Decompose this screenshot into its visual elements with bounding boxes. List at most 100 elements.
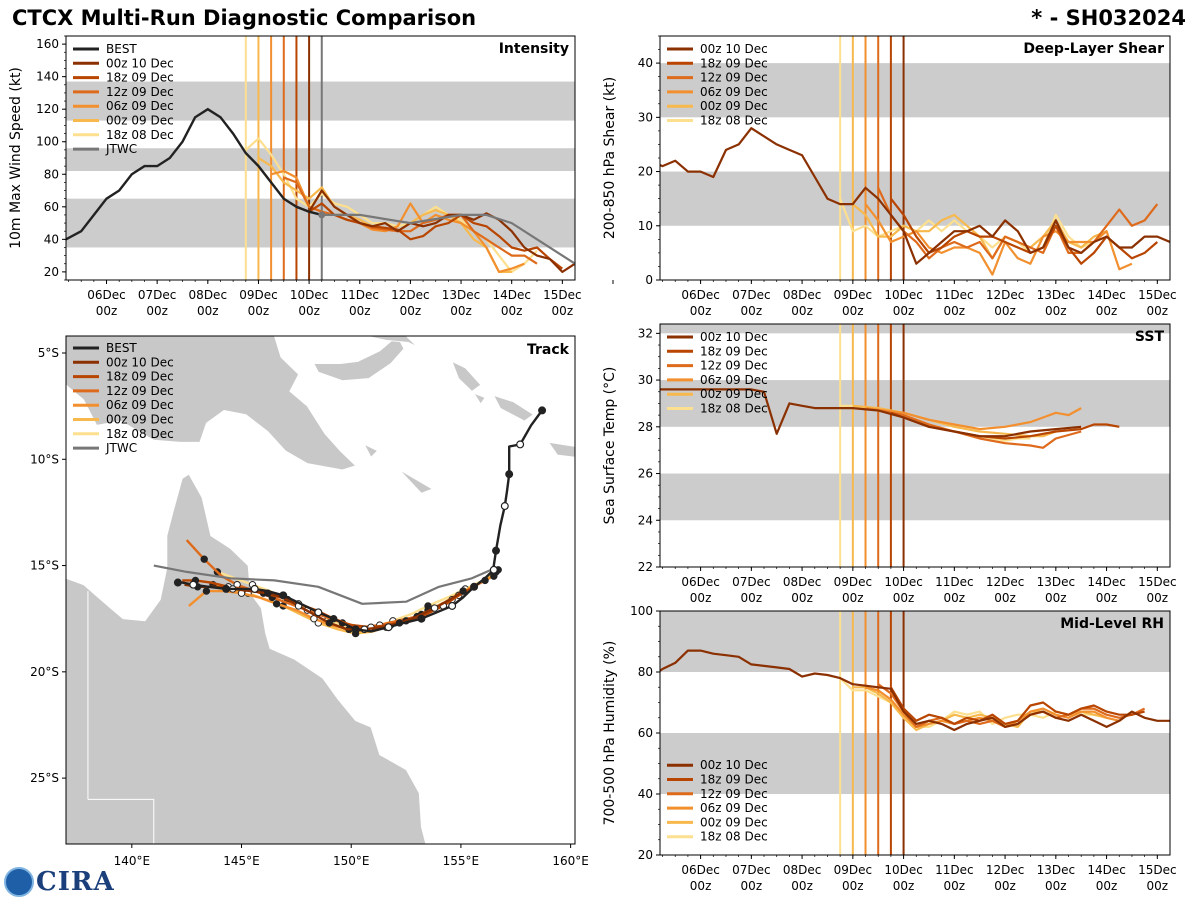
rh-legend-label: 12z 09 Dec <box>700 787 768 801</box>
intensity-legend-label: 00z 10 Dec <box>106 56 174 70</box>
track-best-point <box>314 608 323 617</box>
intensity-series-line <box>296 202 563 270</box>
track-best-point <box>470 582 479 591</box>
sst-legend-label: 12z 09 Dec <box>700 359 768 373</box>
storm-id: * - SH032024 <box>1031 6 1186 30</box>
shear-ytick-label: 20 <box>638 165 653 179</box>
shear-xtick-label: 14Dec <box>1087 288 1126 302</box>
shear-ytick-label: 10 <box>638 219 653 233</box>
rh-legend-label: 06z 09 Dec <box>700 801 768 815</box>
sst-series-line <box>878 409 1082 449</box>
intensity-ytick-label: 160 <box>36 37 59 51</box>
intensity-ylabel: 10m Max Wind Speed (kt) <box>8 67 24 249</box>
track-ytick-label: 20°S <box>30 665 59 679</box>
track-run-point <box>325 619 333 627</box>
intensity-xtick-label: 07Dec <box>138 288 177 302</box>
track-best-point <box>538 406 547 415</box>
sst-legend-label: 06z 09 Dec <box>700 373 768 387</box>
rh-legend-label: 18z 09 Dec <box>700 773 768 787</box>
intensity-ytick-label: 120 <box>36 102 59 116</box>
shear-series-line <box>660 127 1170 265</box>
track-ytick-label: 10°S <box>30 452 59 466</box>
sst-legend-label: 18z 08 Dec <box>700 402 768 416</box>
intensity-xtick-label: 14Dec <box>492 288 531 302</box>
rh-xtick-sublabel: 00z <box>944 879 966 893</box>
sst-xtick-sublabel: 00z <box>791 591 813 605</box>
shear-ytick-label: 30 <box>638 110 653 124</box>
intensity-band <box>66 81 575 121</box>
rh-panel: 20 40 60 80 100 06Dec 00z 07Dec 00z 08Dec 00z 09Dec… <box>602 604 1177 893</box>
track-best-point <box>250 584 259 593</box>
track-best-point <box>173 578 182 587</box>
track-legend-label: JTWC <box>105 441 137 455</box>
shear-xtick-sublabel: 00z <box>690 304 712 318</box>
shear-xtick-label: 06Dec <box>681 288 720 302</box>
sst-band <box>660 324 1170 334</box>
track-run-point <box>272 600 281 608</box>
track-run-point <box>430 604 439 612</box>
track-legend-label: 00z 09 Dec <box>106 413 174 427</box>
track-run-point <box>200 555 208 563</box>
shear-legend-label: 06z 09 Dec <box>700 85 768 99</box>
shear-xtick-sublabel: 00z <box>1096 304 1118 318</box>
intensity-xtick-label: 06Dec <box>87 288 126 302</box>
track-title: Track <box>527 342 570 358</box>
rh-xtick-label: 06Dec <box>681 863 720 877</box>
intensity-panel: 20 40 60 80 100 120 140 160 06Dec 00z 07Dec 00z 08De… <box>8 35 614 318</box>
track-best-point <box>489 565 498 574</box>
sst-xtick-sublabel: 00z <box>1045 591 1067 605</box>
intensity-xtick-label: 13Dec <box>442 288 481 302</box>
sst-legend-label: 00z 09 Dec <box>700 387 768 401</box>
sst-xtick-label: 10Dec <box>884 575 923 589</box>
shear-ytick-label: 0 <box>645 273 653 287</box>
shear-xtick-sublabel: 00z <box>791 304 813 318</box>
sst-xtick-label: 14Dec <box>1087 575 1126 589</box>
rh-xtick-label: 09Dec <box>834 863 873 877</box>
shear-series-line <box>877 187 1159 260</box>
intensity-xtick-label: 08Dec <box>189 288 228 302</box>
track-legend-label: 12z 09 Dec <box>106 384 174 398</box>
shear-legend-label: 18z 09 Dec <box>700 56 768 70</box>
shear-xtick-sublabel: 00z <box>944 304 966 318</box>
track-best-point <box>500 502 509 511</box>
track-best-point <box>189 580 198 589</box>
track-xtick-label: 155°E <box>443 854 480 868</box>
intensity-current-marker <box>318 211 326 219</box>
state-border <box>87 798 155 844</box>
intensity-xtick-sublabel: 00z <box>501 304 523 318</box>
rh-xtick-label: 10Dec <box>884 863 923 877</box>
intensity-legend-label: 06z 09 Dec <box>106 99 174 113</box>
intensity-band <box>66 198 575 248</box>
track-panel: 140°E 145°E 150°E 155°E 160°E 5°S 10°S 15°S 20°S… <box>30 335 589 868</box>
intensity-xtick-sublabel: 00z <box>552 304 574 318</box>
shear-xtick-sublabel: 00z <box>842 304 864 318</box>
sst-title: SST <box>1135 329 1165 345</box>
small-island-landmass <box>473 392 486 405</box>
sst-band <box>660 473 1170 521</box>
intensity-xtick-sublabel: 00z <box>450 304 472 318</box>
intensity-legend-label: 00z 09 Dec <box>106 114 174 128</box>
shear-xtick-label: 11Dec <box>935 288 974 302</box>
rh-legend-label: 00z 09 Dec <box>700 815 768 829</box>
intensity-xtick-sublabel: 00z <box>197 304 219 318</box>
shear-xtick-label: 07Dec <box>732 288 771 302</box>
intensity-xtick-sublabel: 00z <box>400 304 422 318</box>
intensity-xtick-sublabel: 00z <box>248 304 270 318</box>
track-ytick-label: 15°S <box>30 559 59 573</box>
rh-legend-label: 00z 10 Dec <box>700 758 768 772</box>
sst-ytick-label: 24 <box>638 513 653 527</box>
track-legend-label: 18z 09 Dec <box>106 370 174 384</box>
cira-logo-text: CIRA <box>36 867 115 897</box>
shear-title: Deep-Layer Shear <box>1023 41 1164 57</box>
rh-xtick-sublabel: 00z <box>994 879 1016 893</box>
sst-xtick-sublabel: 00z <box>944 591 966 605</box>
intensity-xtick-sublabel: 00z <box>349 304 371 318</box>
track-xtick-label: 150°E <box>333 854 370 868</box>
rh-ytick-label: 60 <box>638 726 653 740</box>
rh-xtick-label: 13Dec <box>1037 863 1076 877</box>
rh-ytick-label: 100 <box>630 604 653 618</box>
track-legend-label: 06z 09 Dec <box>106 398 174 412</box>
